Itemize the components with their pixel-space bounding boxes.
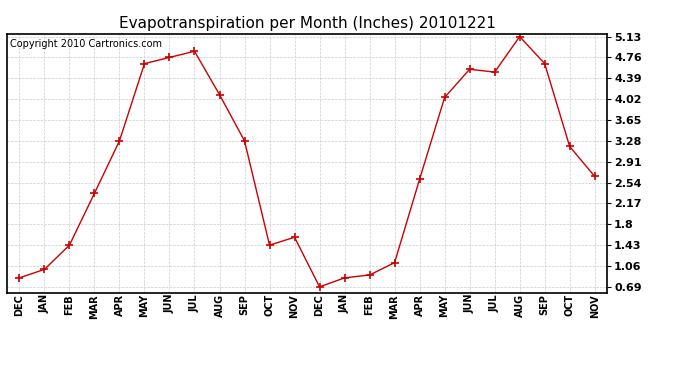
Text: Copyright 2010 Cartronics.com: Copyright 2010 Cartronics.com <box>10 39 162 49</box>
Title: Evapotranspiration per Month (Inches) 20101221: Evapotranspiration per Month (Inches) 20… <box>119 16 495 31</box>
